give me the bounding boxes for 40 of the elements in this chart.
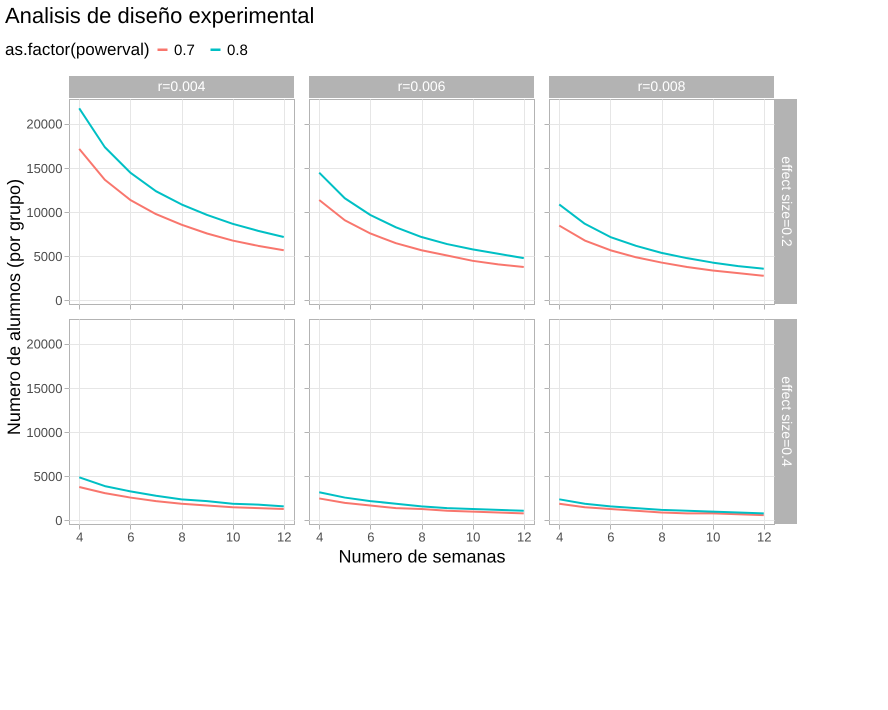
x-axis-title: Numero de semanas (338, 546, 506, 566)
y-tick-label: 10000 (26, 204, 62, 220)
x-tick-label: 10 (226, 530, 240, 544)
x-tick-label: 8 (418, 530, 426, 544)
x-tick-label: 12 (757, 530, 772, 544)
x-tick-label: 12 (277, 530, 292, 544)
chart-title: Analisis de diseño experimental (5, 3, 314, 28)
x-tick-label: 4 (556, 530, 564, 544)
y-tick-label: 5000 (34, 248, 62, 264)
y2-axis-title: effect size=0.2 (779, 156, 795, 247)
x-tick-label: 6 (367, 530, 374, 544)
x-tick-label: 4 (316, 530, 324, 544)
x-tick-label: 10 (706, 530, 720, 544)
x-tick-label: 4 (76, 530, 84, 544)
y-tick-label: 10000 (26, 424, 62, 440)
legend-label: 0.8 (227, 42, 248, 59)
line-series (78, 476, 285, 508)
y-tick-label: 0 (55, 512, 62, 528)
x-tick-label: 12 (517, 530, 532, 544)
legend-title: as.factor(powerval) (5, 40, 150, 59)
y-tick-label: 0 (55, 292, 62, 308)
legend-label: 0.7 (174, 42, 195, 59)
y-tick-label: 5000 (34, 468, 62, 484)
line-series (78, 148, 285, 252)
x-tick-label: 8 (178, 530, 186, 544)
line-series (78, 486, 285, 510)
line-series (78, 107, 285, 238)
x-tick-label: 6 (607, 530, 614, 544)
y-tick-label: 15000 (26, 380, 62, 396)
chart-subtitle: r=0.004 (158, 78, 206, 94)
x-tick-label: 10 (466, 530, 480, 544)
y-tick-label: 20000 (26, 336, 62, 352)
y-tick-label: 15000 (26, 160, 62, 176)
chart-subtitle: r=0.008 (638, 78, 686, 94)
y-axis-title: Numero de alumnos (por grupo) (4, 178, 24, 436)
y2-axis-title: effect size=0.4 (779, 376, 795, 467)
x-tick-label: 6 (127, 530, 134, 544)
chart-subtitle: r=0.006 (398, 78, 446, 94)
x-tick-label: 8 (658, 530, 666, 544)
y-tick-label: 20000 (26, 116, 62, 132)
